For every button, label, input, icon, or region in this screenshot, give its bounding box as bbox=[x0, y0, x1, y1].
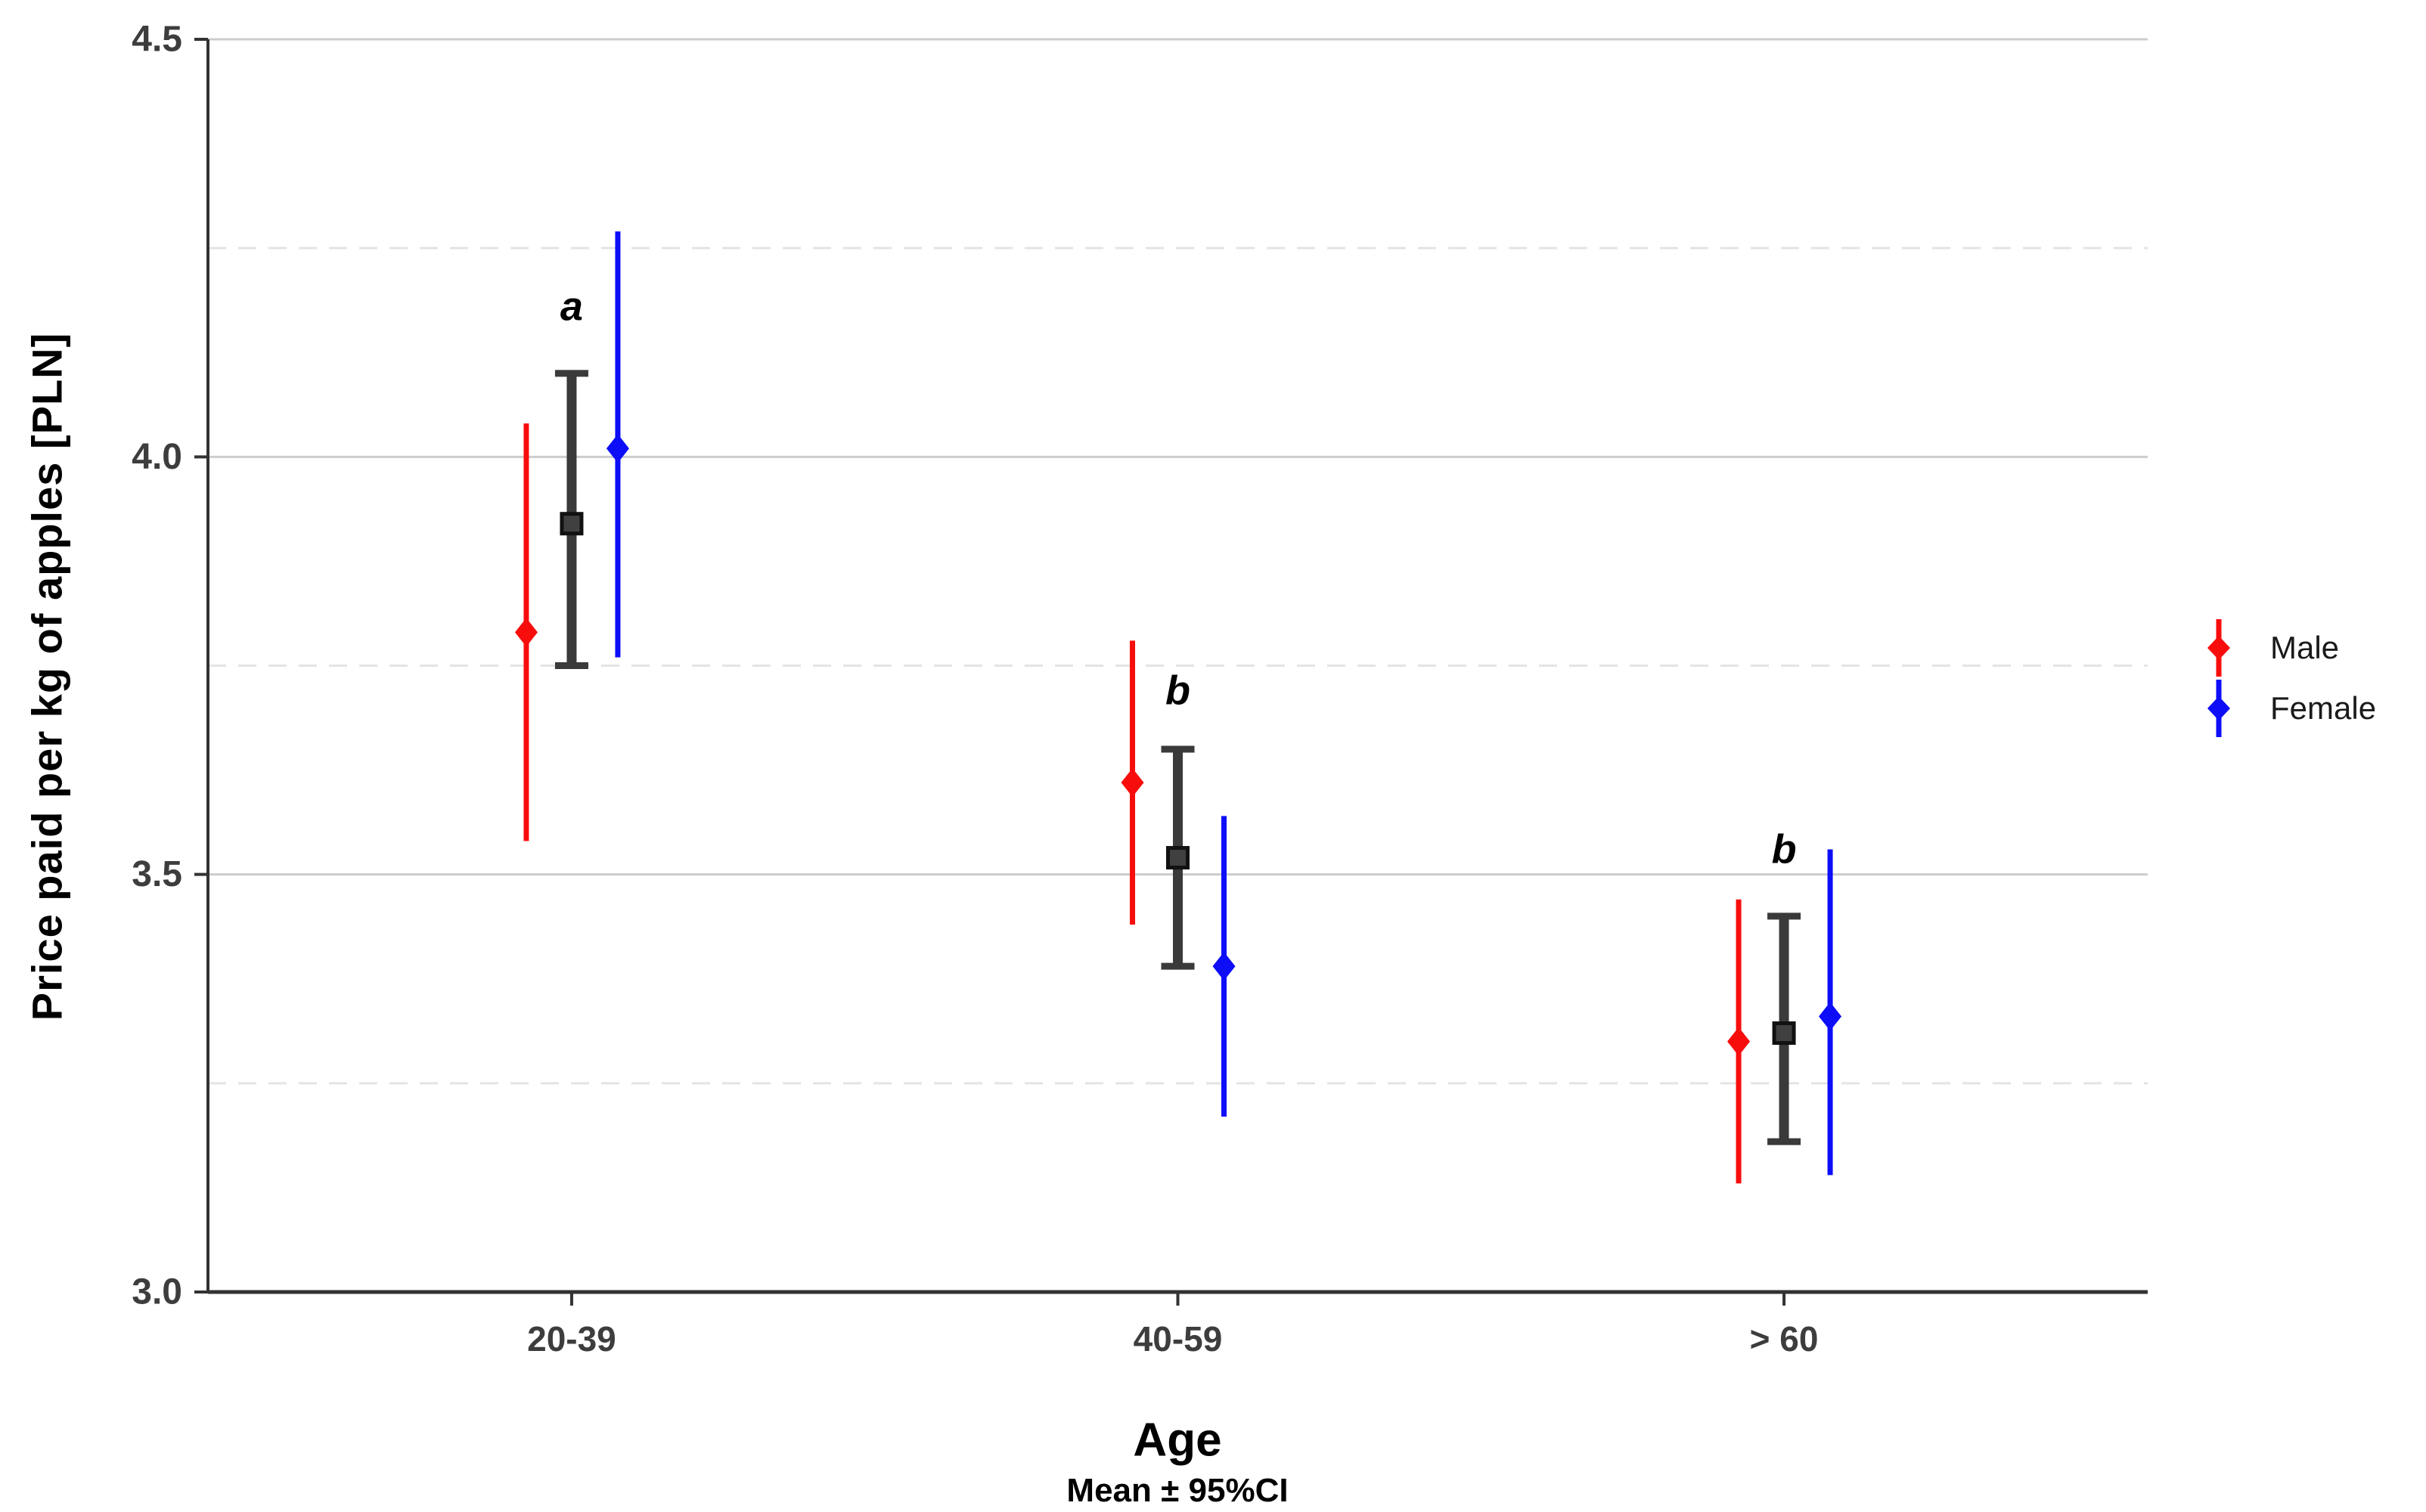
significance-letter: b bbox=[1772, 827, 1797, 872]
female-mean-diamond-marker bbox=[606, 434, 629, 463]
male-mean-diamond-marker bbox=[1121, 768, 1144, 798]
x-tick-label: 40-59 bbox=[1134, 1319, 1223, 1359]
y-tick-label: 3.0 bbox=[132, 1272, 182, 1312]
overall-mean-square-marker bbox=[1166, 846, 1190, 870]
y-tick-label: 3.5 bbox=[132, 854, 182, 894]
x-axis-title: Age bbox=[1133, 1414, 1222, 1467]
legend: Male Female bbox=[2202, 618, 2376, 739]
y-tick-label: 4.5 bbox=[132, 20, 182, 60]
male-mean-diamond-marker bbox=[1727, 1027, 1751, 1056]
female-mean-diamond-marker bbox=[1819, 1002, 1842, 1031]
y-axis-title: Price paid per kg of apples [PLN] bbox=[23, 332, 71, 1021]
overall-mean-square-marker bbox=[560, 512, 584, 536]
legend-label: Female bbox=[2270, 690, 2377, 726]
female-legend-key-icon bbox=[2207, 680, 2230, 737]
x-tick-label: 20-39 bbox=[527, 1319, 616, 1359]
significance-letter: b bbox=[1165, 668, 1190, 714]
significance-letter: a bbox=[560, 284, 583, 329]
x-tick-label: > 60 bbox=[1750, 1319, 1819, 1359]
male-legend-key-icon bbox=[2207, 619, 2230, 677]
legend-row-female: Female bbox=[2202, 678, 2376, 739]
overall-mean-square-marker bbox=[1772, 1021, 1796, 1046]
legend-row-male: Male bbox=[2202, 618, 2376, 678]
male-mean-diamond-marker bbox=[514, 618, 538, 647]
caption-mean-ci: Mean ± 95%CI bbox=[1066, 1472, 1289, 1509]
legend-label: Male bbox=[2270, 630, 2340, 665]
y-tick-label: 4.0 bbox=[132, 437, 182, 477]
female-mean-diamond-marker bbox=[1212, 952, 1236, 981]
